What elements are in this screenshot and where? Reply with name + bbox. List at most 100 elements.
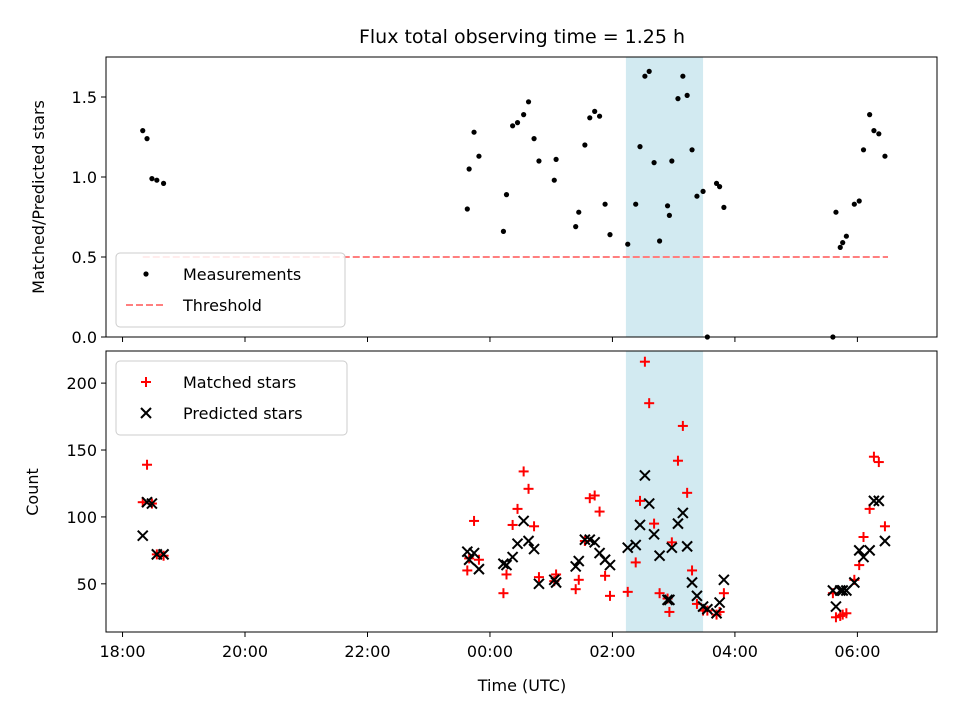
data-point xyxy=(592,108,598,114)
data-point xyxy=(604,590,615,601)
data-point-b xyxy=(686,576,698,589)
data-point-b xyxy=(653,550,666,562)
data-point xyxy=(689,147,695,153)
data-point xyxy=(576,209,582,215)
data-point xyxy=(462,565,473,576)
data-point xyxy=(644,398,655,409)
data-point-b xyxy=(463,554,475,566)
data-point xyxy=(146,497,158,510)
data-point-b xyxy=(588,536,601,549)
y-tick-label: 150 xyxy=(66,441,97,460)
x-tick-label: 00:00 xyxy=(467,642,513,661)
data-point xyxy=(142,459,153,470)
data-point-b xyxy=(701,603,714,615)
data-point xyxy=(622,541,634,554)
data-point xyxy=(663,594,676,606)
data-point xyxy=(634,495,645,506)
data-point xyxy=(721,204,727,210)
data-point xyxy=(521,112,527,118)
data-point xyxy=(867,112,873,118)
data-point-b xyxy=(500,559,513,571)
data-point-b xyxy=(836,584,849,597)
data-point xyxy=(879,521,890,532)
data-point xyxy=(672,517,684,530)
y-tick-label: 0.0 xyxy=(72,328,97,347)
data-point xyxy=(517,515,530,527)
data-point xyxy=(648,528,660,541)
data-point xyxy=(851,201,857,207)
data-point xyxy=(625,241,631,247)
data-point xyxy=(469,515,480,526)
data-point xyxy=(879,535,891,547)
y-tick-label: 200 xyxy=(66,374,97,393)
data-point xyxy=(710,607,723,619)
data-point xyxy=(853,544,865,557)
data-point-b xyxy=(661,594,674,606)
data-point xyxy=(871,128,877,134)
data-point-b xyxy=(141,496,153,508)
data-point xyxy=(573,574,584,585)
data-point xyxy=(633,201,639,207)
y-tick-label: 50 xyxy=(77,575,97,594)
data-point-b xyxy=(604,559,616,571)
highlight-span xyxy=(625,57,704,337)
data-point xyxy=(573,555,585,567)
data-point xyxy=(666,537,677,548)
data-point-b xyxy=(584,533,596,546)
data-point xyxy=(863,544,876,557)
data-point-b xyxy=(672,517,684,530)
legend-label: Threshold xyxy=(182,296,262,315)
data-point xyxy=(642,73,648,79)
data-point xyxy=(643,497,655,510)
data-point xyxy=(700,188,706,194)
legend-label: Matched stars xyxy=(183,373,296,392)
data-point xyxy=(582,142,588,148)
data-point-b xyxy=(691,590,703,602)
data-point xyxy=(653,550,666,562)
data-point xyxy=(630,539,642,551)
data-point-b xyxy=(634,519,646,531)
data-point-b xyxy=(863,544,876,557)
data-point xyxy=(551,177,557,183)
data-point xyxy=(140,128,146,134)
data-point xyxy=(569,560,582,573)
data-point xyxy=(529,521,540,532)
data-point xyxy=(160,180,167,186)
legend-swatch xyxy=(143,271,149,277)
data-point-b xyxy=(639,469,651,482)
data-point xyxy=(157,548,170,561)
data-point xyxy=(533,578,545,590)
data-point xyxy=(677,507,689,519)
data-point xyxy=(550,576,562,589)
data-point xyxy=(646,68,652,74)
data-point xyxy=(848,576,861,589)
data-point xyxy=(649,518,660,529)
y-tick-label: 1.0 xyxy=(72,168,97,187)
data-point-b xyxy=(643,497,655,510)
legend: Matched stars Predicted stars xyxy=(115,360,348,436)
data-point-b xyxy=(630,539,642,551)
data-point xyxy=(536,158,542,164)
data-point-b xyxy=(830,600,842,613)
data-point xyxy=(680,73,686,79)
data-point xyxy=(589,490,600,501)
data-point xyxy=(501,569,512,580)
data-point xyxy=(860,147,867,153)
bottom-y-axis-label: Count xyxy=(23,468,42,516)
data-point-b xyxy=(599,554,611,566)
data-point xyxy=(514,120,521,126)
legend-box xyxy=(115,360,348,436)
data-point-b xyxy=(868,495,880,507)
data-point xyxy=(651,160,657,166)
data-point-b xyxy=(137,529,149,542)
data-point xyxy=(473,554,484,565)
data-point xyxy=(497,558,510,570)
data-point xyxy=(528,543,540,555)
data-point xyxy=(654,588,665,599)
data-point xyxy=(841,608,852,619)
data-point xyxy=(836,584,849,597)
x-tick-label: 18:00 xyxy=(99,642,145,661)
data-point xyxy=(713,596,726,609)
data-point xyxy=(471,129,477,135)
